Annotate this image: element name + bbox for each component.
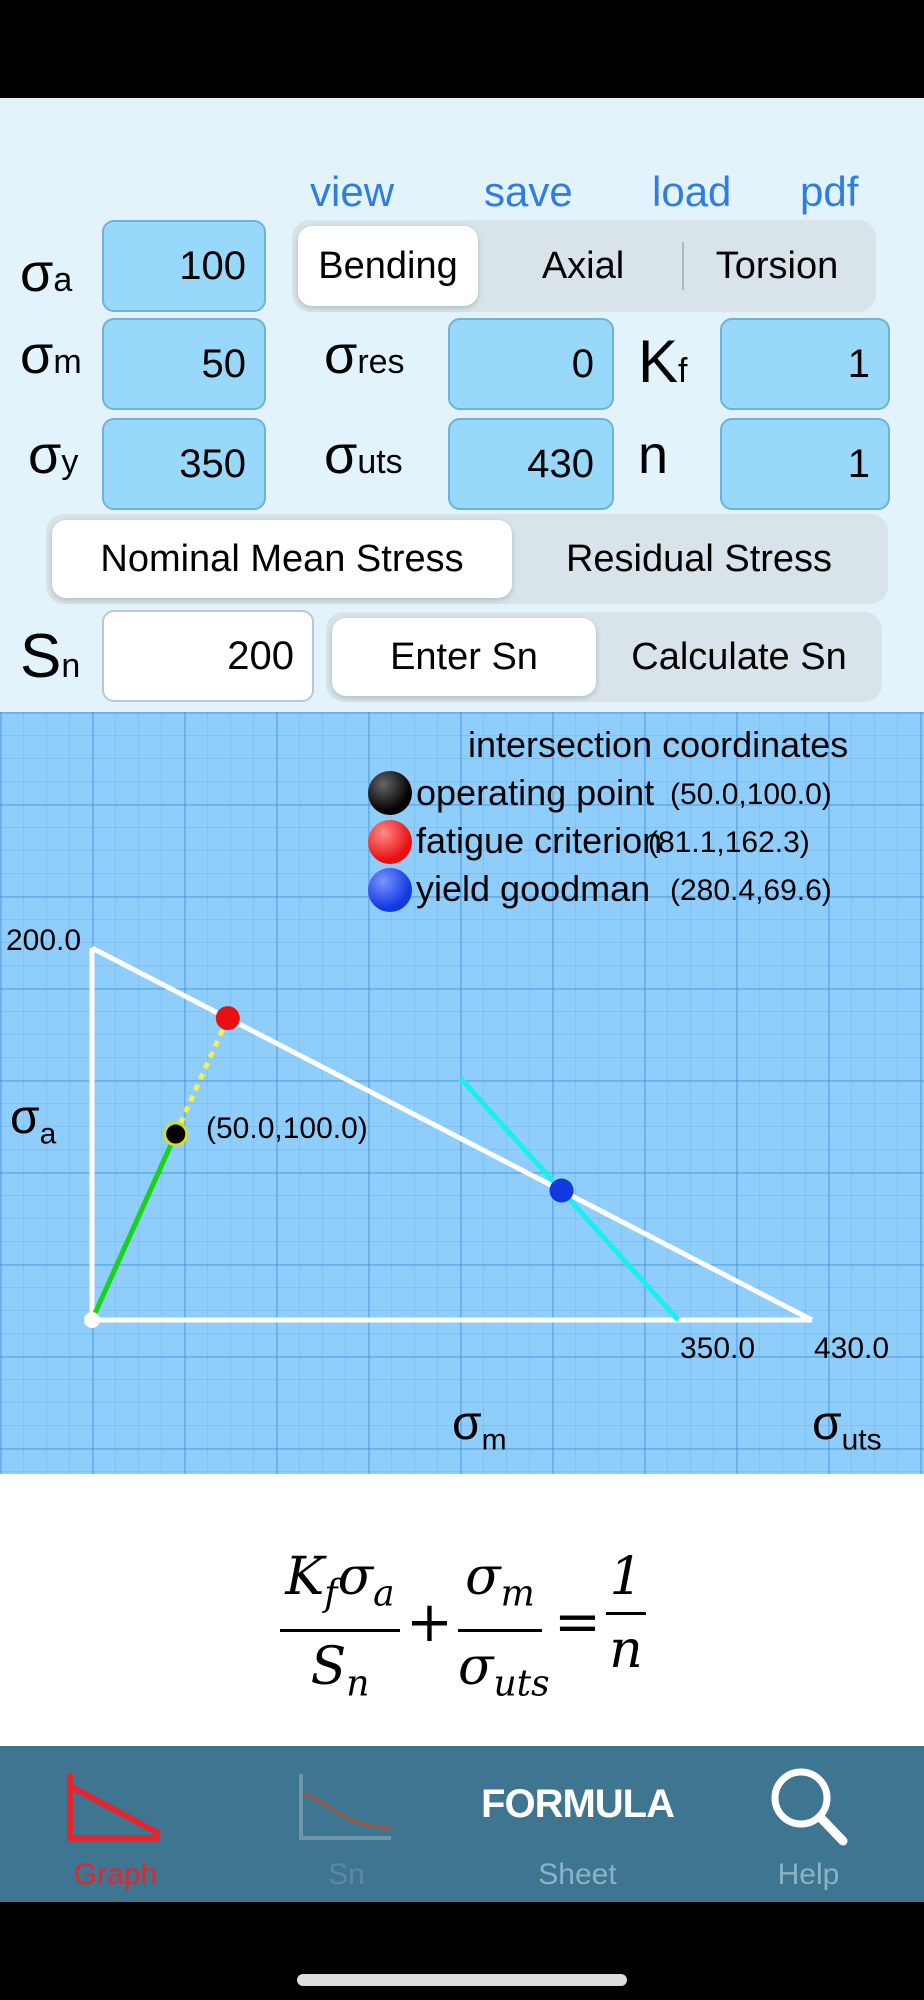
goodman-line xyxy=(90,945,814,1323)
stress-mode-segmented: Nominal Mean Stress Residual Stress xyxy=(46,514,888,604)
load-line xyxy=(89,1132,179,1322)
fatigue-criterion-point[interactable] xyxy=(215,1006,240,1031)
sigma-a-input[interactable]: 100 xyxy=(102,220,266,312)
legend-yield-name: yield goodman xyxy=(416,868,651,909)
sigma-m-label: σm xyxy=(20,325,82,385)
torsion-segment[interactable]: Torsion xyxy=(715,244,839,287)
sigma-res-label: σres xyxy=(324,325,405,385)
yield-tick-label: 350.0 xyxy=(680,1332,756,1365)
plus-sign: + xyxy=(406,1590,453,1655)
home-area xyxy=(0,1902,924,2000)
load-type-segmented: Bending Axial Torsion xyxy=(292,220,876,312)
calculate-sn-segment[interactable]: Calculate Sn xyxy=(631,635,847,678)
origin-point xyxy=(84,1312,100,1328)
save-link[interactable]: save xyxy=(484,168,573,215)
enter-sn-segment[interactable]: Enter Sn xyxy=(332,618,596,696)
sigma-y-input[interactable]: 350 xyxy=(102,418,266,510)
tab-sn[interactable]: Sn xyxy=(231,1746,462,1902)
formula-panel: Kfσa Sn + σm σuts = 1 n xyxy=(0,1474,924,1746)
sigma-a-label: σa xyxy=(20,243,73,303)
goodman-graph[interactable]: intersection coordinates operating point… xyxy=(0,712,924,1474)
view-link[interactable]: view xyxy=(310,168,395,215)
fatigue-criterion-legend-dot xyxy=(368,820,412,864)
legend-fatigue-coords: (81.1,162.3) xyxy=(648,826,810,859)
n-label: n xyxy=(638,425,669,485)
axial-segment[interactable]: Axial xyxy=(541,244,625,287)
fraction-sigma-m-over-sigma-uts: σm σuts xyxy=(458,1547,550,1705)
bending-segment[interactable]: Bending xyxy=(298,226,478,306)
equals-sign: = xyxy=(554,1590,601,1655)
legend-title: intersection coordinates xyxy=(468,724,849,765)
operating-point[interactable] xyxy=(163,1121,189,1147)
tab-sheet[interactable]: FORMULA Sheet xyxy=(462,1746,693,1902)
legend-fatigue-name: fatigue criterion xyxy=(416,820,663,861)
fraction-kf-sigma-a-over-sn: Kfσa Sn xyxy=(280,1546,400,1716)
tab-help-label: Help xyxy=(777,1858,840,1891)
tab-sheet-label: Sheet xyxy=(538,1858,617,1891)
sigma-res-input[interactable]: 0 xyxy=(448,318,614,410)
yield-goodman-legend-dot xyxy=(368,868,412,912)
y-axis-label: σa xyxy=(10,1091,57,1151)
sn-mode-segmented: Enter Sn Calculate Sn xyxy=(326,612,882,702)
tab-sn-label: Sn xyxy=(328,1858,365,1891)
search-icon xyxy=(771,1768,848,1846)
graph-plot xyxy=(84,945,814,1328)
operating-point-label: (50.0,100.0) xyxy=(206,1112,368,1145)
yield-goodman-point[interactable] xyxy=(549,1178,574,1203)
pdf-link[interactable]: pdf xyxy=(800,168,859,215)
tab-help[interactable]: Help xyxy=(693,1746,924,1902)
tab-graph-label: Graph xyxy=(73,1858,158,1891)
sn-curve-icon xyxy=(299,1774,392,1840)
sn-label: Sn xyxy=(20,622,81,691)
nominal-mean-stress-segment[interactable]: Nominal Mean Stress xyxy=(52,520,512,598)
formula-icon: FORMULA xyxy=(481,1782,675,1826)
fraction-one-over-n: 1 n xyxy=(606,1546,646,1681)
residual-stress-segment[interactable]: Residual Stress xyxy=(565,537,833,580)
home-indicator[interactable] xyxy=(297,1974,627,1986)
sigma-y-label: σy xyxy=(28,425,79,485)
uts-tick-label: 430.0 xyxy=(814,1332,890,1365)
load-link[interactable]: load xyxy=(652,168,732,215)
kf-input[interactable]: 1 xyxy=(720,318,890,410)
status-bar xyxy=(0,0,924,98)
tab-bar: Graph Sn FORMULA Sheet Help xyxy=(0,1746,924,1902)
graph-icon xyxy=(67,1774,162,1841)
segment-divider xyxy=(682,242,684,290)
sigma-m-input[interactable]: 50 xyxy=(102,318,266,410)
kf-label: Kf xyxy=(638,328,688,395)
tab-graph[interactable]: Graph xyxy=(0,1746,231,1902)
load-line-extension xyxy=(173,1017,231,1136)
y-max-tick-label: 200.0 xyxy=(6,924,82,957)
x-axis-label: σm xyxy=(452,1397,507,1457)
legend-yield-coords: (280.4,69.6) xyxy=(670,874,832,907)
controls-panel: view save load pdf σa 100 Bending Axial … xyxy=(0,98,924,712)
sigma-uts-label: σuts xyxy=(324,425,403,485)
uts-axis-label: σuts xyxy=(812,1397,882,1457)
sn-input[interactable]: 200 xyxy=(102,610,314,702)
legend-operating-coords: (50.0,100.0) xyxy=(670,778,832,811)
operating-point-legend-dot xyxy=(368,771,412,815)
legend-operating-name: operating point xyxy=(416,772,655,813)
n-input[interactable]: 1 xyxy=(720,418,890,510)
sigma-uts-input[interactable]: 430 xyxy=(448,418,614,510)
